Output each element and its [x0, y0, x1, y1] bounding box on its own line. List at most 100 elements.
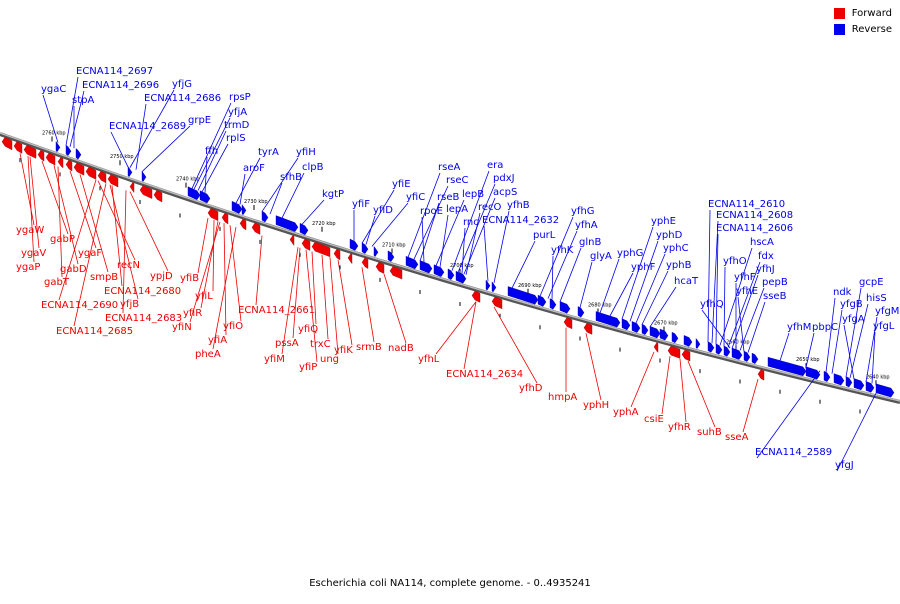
forward-gene	[347, 253, 353, 265]
forward-gene-leader	[223, 223, 227, 336]
reverse-gene-leader	[261, 157, 299, 212]
reverse-gene	[865, 381, 875, 393]
reverse-gene-label: sseB	[763, 291, 787, 302]
reverse-gene-leader	[723, 266, 726, 347]
forward-gene	[239, 218, 247, 231]
reverse-gene-label: gcpE	[859, 277, 884, 288]
reverse-gene-leader	[825, 297, 836, 373]
reverse-gene-leader	[843, 324, 855, 380]
reverse-gene	[723, 345, 731, 357]
forward-gene-label: yfiN	[172, 322, 192, 333]
forward-gene-label: trxC	[310, 339, 331, 350]
forward-gene-label: yfiO	[223, 321, 243, 332]
reverse-gene-label: yfgL	[873, 321, 895, 332]
reverse-gene-leader	[737, 296, 745, 352]
reverse-gene-leader	[42, 94, 59, 143]
reverse-gene-leader	[69, 90, 85, 147]
reverse-gene-leader	[413, 185, 449, 260]
forward-gene	[757, 369, 765, 381]
forward-gene-label: ECNA114_2680	[104, 286, 181, 297]
forward-gene-leader	[197, 217, 209, 274]
forward-gene-label: yfiQ	[298, 324, 318, 335]
forward-gene-leader	[585, 333, 602, 401]
reverse-gene	[875, 383, 895, 398]
reverse-gene-label: yfgB	[840, 299, 863, 310]
reverse-gene	[537, 294, 547, 307]
forward-gene-label: sseA	[725, 432, 749, 443]
reverse-gene-label: yphG	[617, 248, 643, 259]
reverse-gene	[731, 347, 743, 360]
map-caption: Escherichia coli NA114, complete genome.…	[309, 578, 591, 589]
forward-gene	[13, 141, 23, 154]
reverse-gene	[559, 301, 571, 314]
reverse-gene-label: yfgA	[842, 314, 865, 325]
forward-gene-leader	[53, 165, 79, 265]
forward-gene-label: recN	[117, 260, 140, 271]
reverse-gene-label: ndk	[833, 287, 852, 298]
reverse-gene	[387, 250, 395, 262]
reverse-gene	[261, 210, 269, 223]
reverse-gene-leader	[193, 117, 231, 190]
forward-gene-leader	[321, 254, 329, 340]
reverse-gene	[833, 373, 845, 386]
reverse-gene-label: yphC	[663, 243, 689, 254]
forward-gene-leader	[337, 259, 353, 346]
forward-gene-label: gabD	[60, 264, 87, 275]
reverse-gene-label: rseA	[438, 162, 460, 173]
reverse-gene-label: rnc	[463, 217, 479, 228]
reverse-gene-leader	[599, 258, 620, 314]
forward-gene-leader	[27, 156, 35, 263]
tick-label: 2680 kbp	[588, 303, 612, 309]
reverse-gene-label: yfhO	[723, 256, 747, 267]
reverse-gene-label: yfhA	[575, 220, 598, 231]
reverse-gene-label: lepA	[446, 204, 468, 215]
forward-gene-label: csiE	[644, 414, 664, 425]
forward-gene-leader	[661, 356, 671, 415]
reverse-gene-label: rseC	[446, 175, 468, 186]
reverse-gene-label: yfhF	[734, 272, 756, 283]
reverse-gene-leader	[483, 225, 489, 282]
reverse-gene-leader	[465, 212, 481, 275]
forward-gene	[57, 156, 64, 169]
reverse-gene	[55, 140, 61, 153]
reverse-gene-leader	[361, 189, 395, 244]
forward-gene	[301, 238, 311, 251]
reverse-gene-label: yfhQ	[700, 299, 724, 310]
reverse-gene	[641, 323, 649, 336]
forward-gene-label: nadB	[388, 343, 414, 354]
forward-gene-leader	[129, 191, 169, 272]
forward-gene-leader	[19, 153, 35, 226]
forward-gene-label: yfhR	[668, 422, 691, 433]
reverse-gene-leader	[701, 309, 731, 349]
forward-gene-leader	[383, 273, 407, 344]
reverse-gene	[695, 338, 701, 349]
forward-gene	[153, 190, 163, 203]
reverse-gene-label: yphF	[631, 262, 656, 273]
forward-gene	[23, 144, 37, 159]
reverse-gene-label: acpS	[493, 187, 517, 198]
reverse-gene-leader	[849, 303, 869, 379]
forward-gene	[221, 212, 229, 225]
forward-gene-leader	[329, 257, 339, 355]
forward-gene-label: yfiM	[264, 354, 285, 365]
forward-gene-leader	[69, 170, 97, 249]
reverse-gene	[127, 165, 133, 178]
forward-gene-leader	[255, 235, 263, 306]
reverse-gene-leader	[539, 216, 574, 297]
forward-gene	[653, 342, 659, 353]
reverse-gene-label: ECNA114_2696	[82, 80, 159, 91]
reverse-gene-label: lepB	[462, 189, 484, 200]
forward-gene-label: ECNA114_2683	[105, 313, 182, 324]
reverse-gene	[683, 335, 693, 347]
reverse-gene-label: aroF	[243, 163, 265, 174]
reverse-gene	[595, 311, 621, 328]
reverse-gene-leader	[739, 287, 765, 351]
reverse-gene-label: ffh	[205, 146, 218, 157]
forward-gene-leader	[79, 174, 109, 273]
reverse-gene	[631, 321, 641, 333]
reverse-gene-label: rplS	[226, 133, 246, 144]
forward-gene-leader	[630, 351, 655, 408]
reverse-gene-label: pepB	[762, 277, 788, 288]
forward-gene-leader	[361, 267, 375, 343]
reverse-gene-leader	[301, 199, 325, 225]
